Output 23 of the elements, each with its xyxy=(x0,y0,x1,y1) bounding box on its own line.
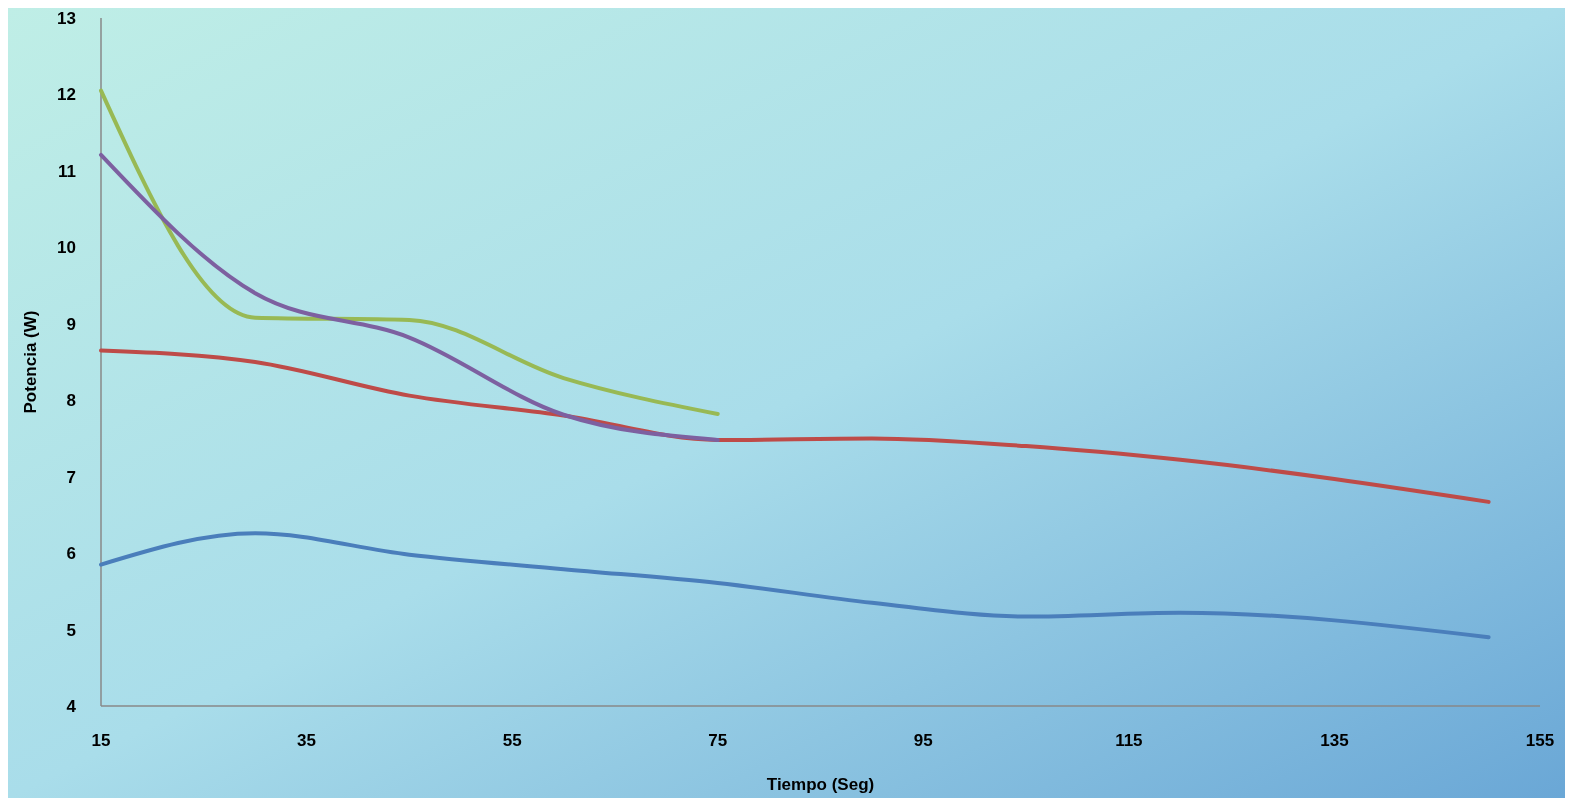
y-axis-title: Potencia (W) xyxy=(21,310,40,414)
x-tick-label: 95 xyxy=(913,731,933,750)
line-series xyxy=(99,88,720,416)
y-tick-label: 7 xyxy=(66,467,76,487)
x-tick-label: 75 xyxy=(708,731,728,750)
y-tick-label: 5 xyxy=(66,620,76,640)
x-axis-title: Tiempo (Seg) xyxy=(766,775,875,794)
y-tick-label: 10 xyxy=(57,238,76,258)
line-series xyxy=(99,152,720,442)
y-tick-label: 13 xyxy=(57,8,76,28)
y-tick-label: 6 xyxy=(66,544,76,564)
y-tick-label: 9 xyxy=(66,314,76,334)
line-series xyxy=(99,531,1491,640)
x-tick-label: 35 xyxy=(297,731,317,750)
y-tick-label: 12 xyxy=(57,85,76,105)
y-tick-label: 4 xyxy=(66,696,77,716)
y-tick-label: 8 xyxy=(66,391,76,411)
x-tick-label: 15 xyxy=(91,731,111,750)
y-tick-label: 11 xyxy=(58,161,76,181)
x-tick-label: 135 xyxy=(1320,731,1349,750)
x-tick-label: 155 xyxy=(1525,731,1555,750)
x-tick-label: 55 xyxy=(502,731,522,750)
x-tick-label: 115 xyxy=(1115,731,1143,750)
